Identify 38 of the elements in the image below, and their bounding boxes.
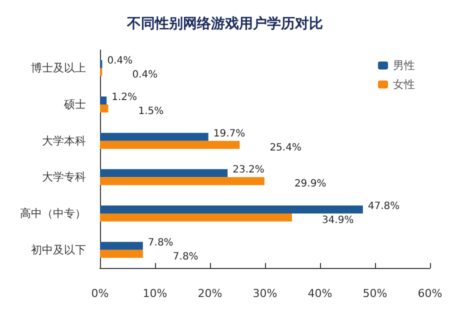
x-tick-label: 10% [142,287,168,300]
bar [100,177,264,186]
bar [100,104,108,112]
bar [100,242,143,250]
bar [100,96,107,104]
x-tick-label: 0% [91,287,109,300]
bar [100,214,292,222]
y-tick-label: 硕士 [63,98,86,111]
y-tick-label: 博士及以上 [31,62,86,75]
data-label: 23.2% [232,164,264,176]
data-label: 0.4% [132,70,158,81]
data-label: 0.4% [107,56,133,67]
y-tick-label: 大学本科 [42,134,86,148]
chart-title: 不同性别网络游戏用户学历对比 [126,15,323,32]
x-tick-label: 40% [308,287,332,300]
bar [100,206,363,214]
bar [100,140,240,149]
x-tick-label: 60% [418,287,442,300]
data-label: 1.2% [112,92,138,103]
bar [100,250,143,258]
data-label: 7.8% [172,251,198,262]
bar [100,132,208,141]
y-tick-label: 高中（中专） [20,207,86,220]
legend-label: 男性 [393,59,415,72]
data-label: 7.8% [148,237,174,248]
y-tick-label: 大学专科 [42,170,86,184]
data-label: 19.7% [213,128,246,140]
data-label: 34.9% [322,215,354,226]
x-tick-label: 20% [198,287,222,300]
data-label: 1.5% [138,106,164,117]
legend-label: 女性 [393,78,415,91]
y-tick-label: 初中及以下 [31,243,86,256]
x-tick-label: 30% [252,287,278,300]
bar [100,169,228,178]
data-label: 25.4% [270,142,302,154]
data-label: 29.9% [294,178,326,190]
data-label: 47.8% [368,201,400,212]
x-tick-label: 50% [362,287,388,300]
